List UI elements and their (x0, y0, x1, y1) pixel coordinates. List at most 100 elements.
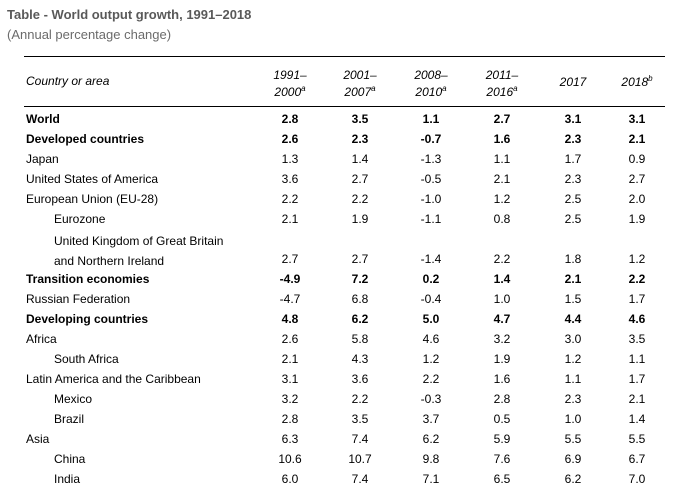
table-cell: 7.4 (351, 432, 369, 446)
table-cell: 1.2 (564, 352, 582, 366)
top-rule (24, 56, 665, 57)
table-cell: 5.9 (493, 432, 511, 446)
table-cell: -0.5 (420, 172, 442, 186)
table-cell: 5.8 (351, 332, 369, 346)
table-cell: 2.7 (351, 172, 369, 186)
column-header-2017: 2017 (543, 74, 603, 91)
table-cell: 2.1 (493, 172, 511, 186)
table-cell: 3.2 (281, 392, 299, 406)
row-label: South Africa (54, 352, 119, 366)
table-cell: 0.9 (628, 152, 646, 166)
table-cell: 1.7 (628, 292, 646, 306)
table-cell: -0.3 (420, 392, 442, 406)
table-row: South Africa 2.1 4.3 1.2 1.9 1.2 1.1 (24, 347, 665, 367)
table-row: Latin America and the Caribbean 3.1 3.6 2.2… (24, 367, 665, 387)
table-cell: -1.4 (420, 252, 442, 266)
table-cell: 6.0 (281, 472, 299, 486)
row-label: Latin America and the Caribbean (26, 372, 201, 386)
footnote-marker: a (301, 84, 306, 93)
table-cell: 2.2 (493, 252, 511, 266)
table-cell: 5.5 (564, 432, 582, 446)
table-cell: 1.9 (628, 212, 646, 226)
table-cell: 2.3 (564, 132, 582, 146)
table-row: Russian Federation -4.7 6.8 -0.4 1.0 1.5 1.7 (24, 287, 665, 307)
footnote-marker: a (513, 84, 518, 93)
table-cell: 2.8 (281, 112, 299, 126)
table-cell: 1.0 (493, 292, 511, 306)
table-row: United States of America 3.6 2.7 -0.5 2.1 2.3… (24, 167, 665, 187)
table-cell: 2.3 (564, 172, 582, 186)
row-label: Transition economies (26, 272, 150, 286)
row-label: Brazil (54, 412, 85, 426)
table-cell: 1.9 (493, 352, 511, 366)
column-header-2000: 1991– 2000a (260, 67, 320, 101)
table-cell: 6.8 (351, 292, 369, 306)
table-cell: 3.2 (493, 332, 511, 346)
footnote-marker: a (442, 84, 447, 93)
table-cell: 2.2 (281, 192, 299, 206)
table-cell: 2.1 (281, 352, 299, 366)
table-row: Mexico 3.2 2.2 -0.3 2.8 2.3 2.1 (24, 387, 665, 407)
table-cell: -0.4 (420, 292, 442, 306)
table-cell: 1.8 (564, 252, 582, 266)
table-cell: 2.8 (493, 392, 511, 406)
table-cell: 0.8 (493, 212, 511, 226)
table-cell: 7.6 (493, 452, 511, 466)
row-label: United States of America (26, 172, 159, 186)
table-title: Table - World output growth, 1991–2018 (7, 7, 252, 22)
table-cell: 2.5 (564, 192, 582, 206)
column-header-2016: 2011– 2016a (472, 67, 532, 101)
table-cell: 1.2 (493, 192, 511, 206)
table-cell: 0.5 (493, 412, 511, 426)
table-cell: 6.2 (351, 312, 369, 326)
row-label: China (54, 452, 86, 466)
table-cell: 1.2 (422, 352, 440, 366)
column-header-2007: 2001– 2007a (330, 67, 390, 101)
table-cell: 2.2 (628, 272, 646, 286)
table-subtitle: (Annual percentage change) (7, 27, 172, 42)
row-label: World (26, 112, 60, 126)
table-cell: 6.9 (564, 452, 582, 466)
table-cell: -0.7 (420, 132, 442, 146)
table-cell: 3.5 (351, 412, 369, 426)
table-cell: 1.1 (628, 352, 646, 366)
table-cell: 1.6 (493, 132, 511, 146)
table-cell: 4.8 (281, 312, 299, 326)
table-cell: 2.7 (281, 252, 299, 266)
column-header-line2: 2017 (559, 75, 587, 89)
table-cell: 2.2 (351, 192, 369, 206)
table-cell: 1.4 (493, 272, 511, 286)
output-growth-table: Country or area 1991– 2000a 2001– 2007a 2008… (24, 56, 665, 487)
table-cell: 2.1 (628, 392, 646, 406)
table-cell: 2.3 (351, 132, 369, 146)
column-header-line2: 2000a (274, 84, 306, 100)
table-cell: 3.6 (351, 372, 369, 386)
table-cell: 2.8 (281, 412, 299, 426)
column-header-line2: 2016a (486, 84, 518, 100)
table-cell: 1.2 (628, 252, 646, 266)
column-header-line2: 2007a (344, 84, 376, 100)
table-cell: -4.7 (279, 292, 301, 306)
table-cell: 7.2 (351, 272, 369, 286)
footnote-marker: a (371, 84, 376, 93)
table-cell: 1.4 (628, 412, 646, 426)
table-cell: 2.0 (628, 192, 646, 206)
row-label: European Union (EU-28) (26, 192, 159, 206)
row-label: Eurozone (54, 212, 106, 226)
table-cell: 7.1 (422, 472, 440, 486)
row-label: United Kingdom of Great Britain and North… (54, 234, 224, 268)
row-label-header: Country or area (26, 74, 110, 88)
table-cell: 7.0 (628, 472, 646, 486)
table-cell: 6.7 (628, 452, 646, 466)
table-cell: 6.2 (564, 472, 582, 486)
table-cell: 3.1 (564, 112, 582, 126)
table-cell: 1.4 (351, 152, 369, 166)
table-row: United Kingdom of Great Britain and North… (24, 227, 665, 268)
table-cell: -4.9 (279, 272, 301, 286)
table-cell: 5.5 (628, 432, 646, 446)
row-label: Mexico (54, 392, 93, 406)
table-cell: 7.4 (351, 472, 369, 486)
table-cell: 1.1 (564, 372, 582, 386)
table-cell: 4.6 (628, 312, 646, 326)
table-cell: 10.6 (278, 452, 302, 466)
